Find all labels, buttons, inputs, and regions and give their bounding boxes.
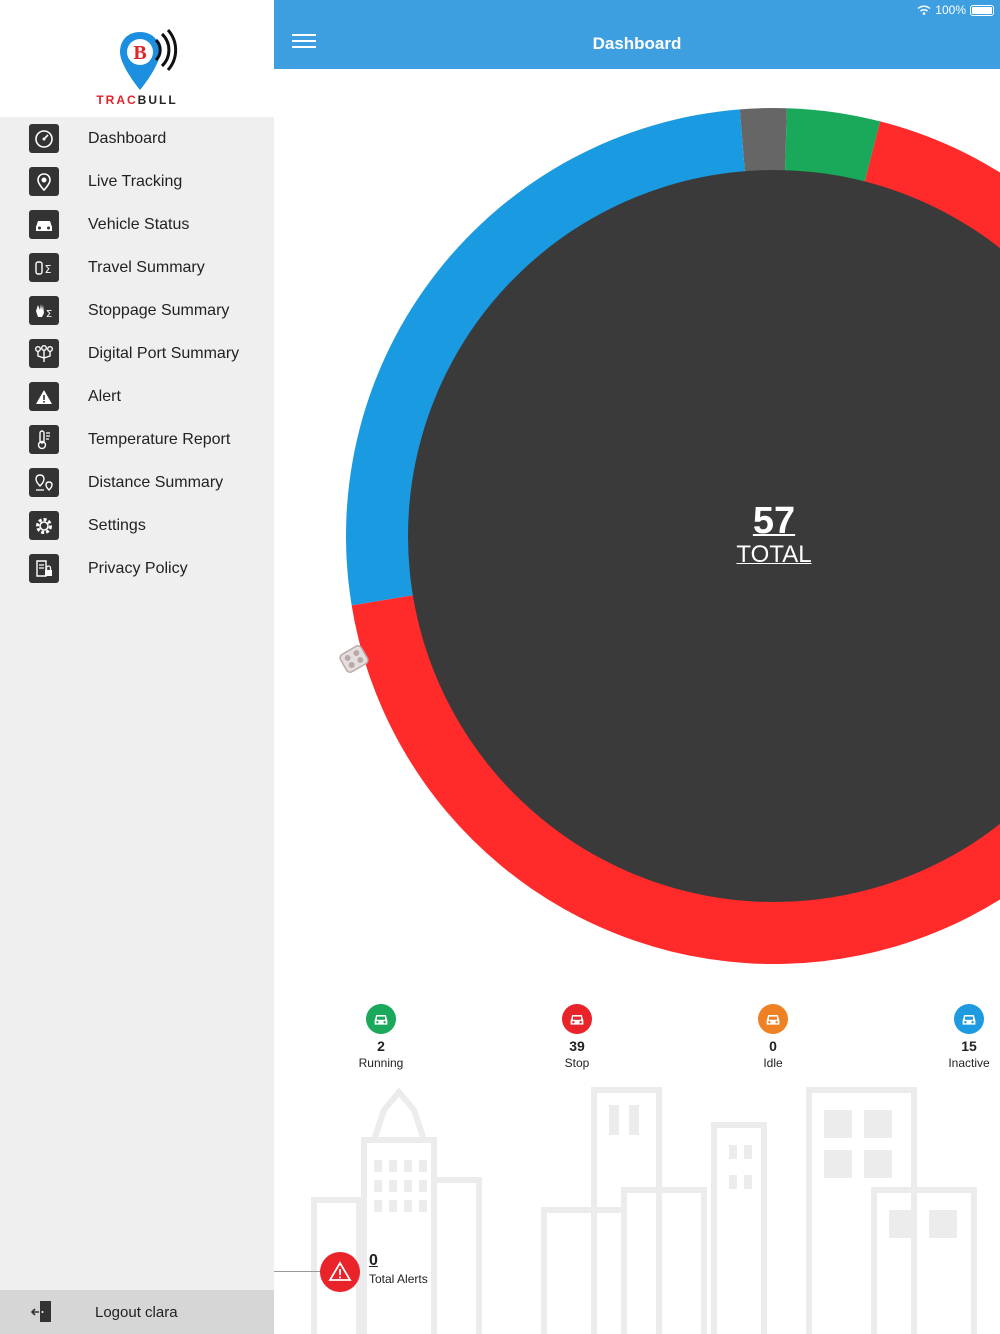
battery-icon <box>970 4 994 16</box>
stat-count: 0 <box>769 1038 777 1054</box>
donut-center <box>408 170 1000 902</box>
sidebar-item-label: Distance Summary <box>88 473 224 491</box>
hamburger-icon[interactable] <box>292 34 316 52</box>
idle-car-icon <box>758 1004 788 1034</box>
speedometer-icon <box>29 124 59 153</box>
logout-icon <box>30 1301 51 1322</box>
total-label: TOTAL <box>736 541 812 568</box>
stat-label: Idle <box>763 1056 783 1070</box>
logo: B TRACBULL <box>0 0 274 117</box>
sidebar-item-distance-summary[interactable]: Distance Summary <box>0 461 274 504</box>
gear-icon <box>29 511 59 540</box>
distance-pins-icon <box>29 468 59 497</box>
battery-percent: 100% <box>935 3 966 17</box>
stat-idle[interactable]: 0 Idle <box>718 1004 828 1070</box>
sidebar-item-label: Dashboard <box>88 129 167 147</box>
sidebar: B TRACBULL Dashboard Live Tracking <box>0 0 274 1334</box>
sidebar-item-stoppage-summary[interactable]: Σ Stoppage Summary <box>0 289 274 332</box>
sidebar-item-label: Settings <box>88 516 146 534</box>
sidebar-item-label: Stoppage Summary <box>88 301 230 319</box>
sidebar-item-live-tracking[interactable]: Live Tracking <box>0 160 274 203</box>
donut-marker-icon <box>339 645 369 673</box>
stat-label: Stop <box>564 1056 590 1070</box>
sidebar-item-label: Live Tracking <box>88 172 183 190</box>
warning-icon <box>29 382 59 411</box>
alert-connector-line <box>274 1271 320 1272</box>
logout-button[interactable]: Logout clara <box>0 1290 274 1334</box>
wifi-icon <box>917 5 931 15</box>
warning-icon <box>320 1252 360 1292</box>
sidebar-item-digital-port-summary[interactable]: Digital Port Summary <box>0 332 274 375</box>
sidebar-item-vehicle-status[interactable]: Vehicle Status <box>0 203 274 246</box>
port-icon <box>29 339 59 368</box>
sidebar-item-label: Travel Summary <box>88 258 205 276</box>
stop-car-icon <box>562 1004 592 1034</box>
thermometer-icon <box>29 425 59 454</box>
logo-pin-icon: B <box>120 29 178 90</box>
running-car-icon <box>366 1004 396 1034</box>
stat-label: Inactive <box>948 1056 990 1070</box>
sidebar-item-travel-summary[interactable]: Σ Travel Summary <box>0 246 274 289</box>
sidebar-item-alert[interactable]: Alert <box>0 375 274 418</box>
app-header: 100% Dashboard <box>274 0 1000 69</box>
sidebar-item-label: Digital Port Summary <box>88 344 240 362</box>
main-content: 100% Dashboard <box>274 0 1000 1334</box>
svg-text:Σ: Σ <box>45 263 52 276</box>
sidebar-item-dashboard[interactable]: Dashboard <box>0 117 274 160</box>
hand-sum-icon: Σ <box>29 296 59 325</box>
sidebar-item-label: Temperature Report <box>88 430 231 448</box>
stat-label: Running <box>358 1056 404 1070</box>
stat-stop[interactable]: 39 Stop <box>522 1004 632 1070</box>
total-count: 57 <box>752 500 796 542</box>
travel-sum-icon: Σ <box>29 253 59 282</box>
map-pin-icon <box>29 167 59 196</box>
total-vehicles[interactable]: 57 TOTAL <box>674 500 874 569</box>
car-icon <box>29 210 59 239</box>
vehicle-status-donut-chart <box>339 107 1000 964</box>
alert-count: 0 <box>369 1252 378 1269</box>
logo-text: TRACBULL <box>96 93 178 107</box>
sidebar-item-settings[interactable]: Settings <box>0 504 274 547</box>
stat-running[interactable]: 2 Running <box>326 1004 436 1070</box>
sidebar-item-label: Alert <box>88 387 121 405</box>
svg-text:B: B <box>133 42 146 64</box>
status-bar: 100% <box>917 3 994 17</box>
sidebar-item-label: Privacy Policy <box>88 559 188 577</box>
logout-label: Logout clara <box>95 1303 178 1321</box>
alert-label: Total Alerts <box>369 1272 428 1286</box>
stat-count: 15 <box>961 1038 977 1054</box>
stat-count: 2 <box>377 1038 385 1054</box>
city-skyline-illustration <box>311 1087 977 1334</box>
sidebar-item-temperature-report[interactable]: Temperature Report <box>0 418 274 461</box>
inactive-car-icon <box>954 1004 984 1034</box>
page-title: Dashboard <box>592 34 682 53</box>
stat-count: 39 <box>569 1038 585 1054</box>
sidebar-menu: Dashboard Live Tracking Vehicle Status Σ… <box>0 117 274 590</box>
document-lock-icon <box>29 554 59 583</box>
total-alerts-button[interactable]: 0 Total Alerts <box>274 1252 520 1294</box>
stat-inactive[interactable]: 15 Inactive <box>914 1004 1000 1070</box>
sidebar-item-label: Vehicle Status <box>88 215 190 233</box>
svg-text:Σ: Σ <box>46 309 52 320</box>
sidebar-item-privacy-policy[interactable]: Privacy Policy <box>0 547 274 590</box>
